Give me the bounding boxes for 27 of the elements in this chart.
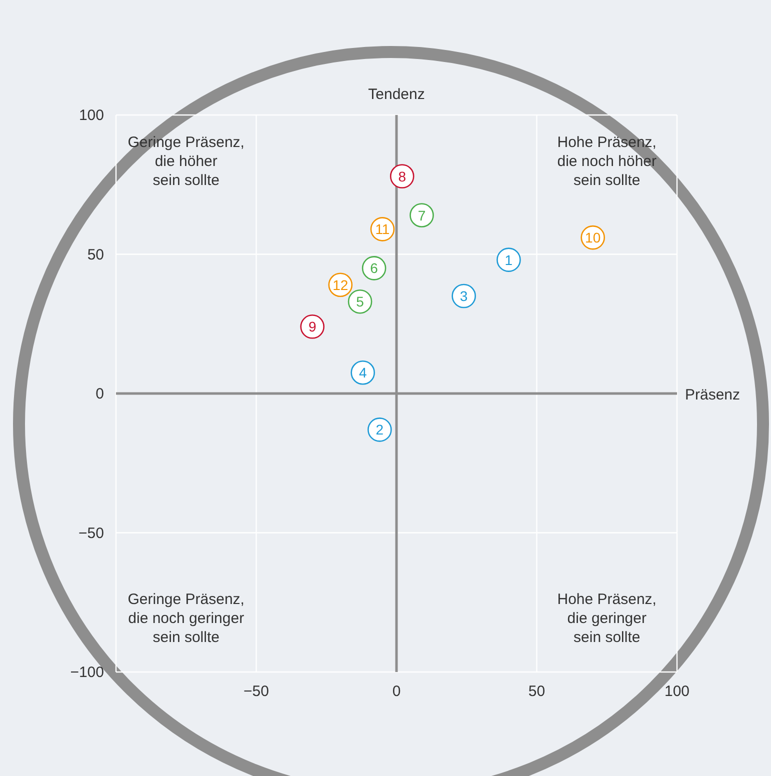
annotation: 12 [332, 276, 348, 293]
y-tick-label: 50 [87, 246, 104, 264]
y-tick-label: −100 [70, 664, 104, 681]
x-tick-label: 50 [528, 683, 546, 700]
annotation: Geringe Präsenz, die höher sein sollte [128, 134, 244, 190]
annotation: Hohe Präsenz, die noch höher sein sollte [557, 134, 656, 190]
annotation: 5 [356, 294, 364, 310]
annotation: Geringe Präsenz, die noch geringer sein sollte [128, 590, 244, 646]
annotation: 3 [460, 288, 468, 304]
annotation: 6 [370, 260, 378, 276]
x-tick-label: 100 [664, 683, 690, 700]
x-tick-label: 0 [392, 683, 401, 700]
annotation: 11 [375, 221, 390, 238]
y-tick-label: 100 [78, 107, 104, 124]
y-tick-label: 0 [96, 386, 104, 402]
annotation: 4 [358, 364, 367, 381]
y-tick-label: −50 [78, 524, 104, 542]
annotation: Hohe Präsenz, die geringer sein sollte [557, 590, 656, 646]
y-axis-title: Tendenz [368, 86, 425, 103]
annotation: 7 [418, 207, 426, 224]
x-axis-title: Präsenz [685, 386, 740, 404]
annotation: 8 [398, 168, 406, 184]
annotation: 10 [585, 230, 601, 246]
annotation: 2 [376, 422, 384, 438]
annotation: 1 [504, 252, 513, 268]
x-tick-label: −50 [244, 683, 269, 700]
annotation: 9 [308, 318, 316, 335]
